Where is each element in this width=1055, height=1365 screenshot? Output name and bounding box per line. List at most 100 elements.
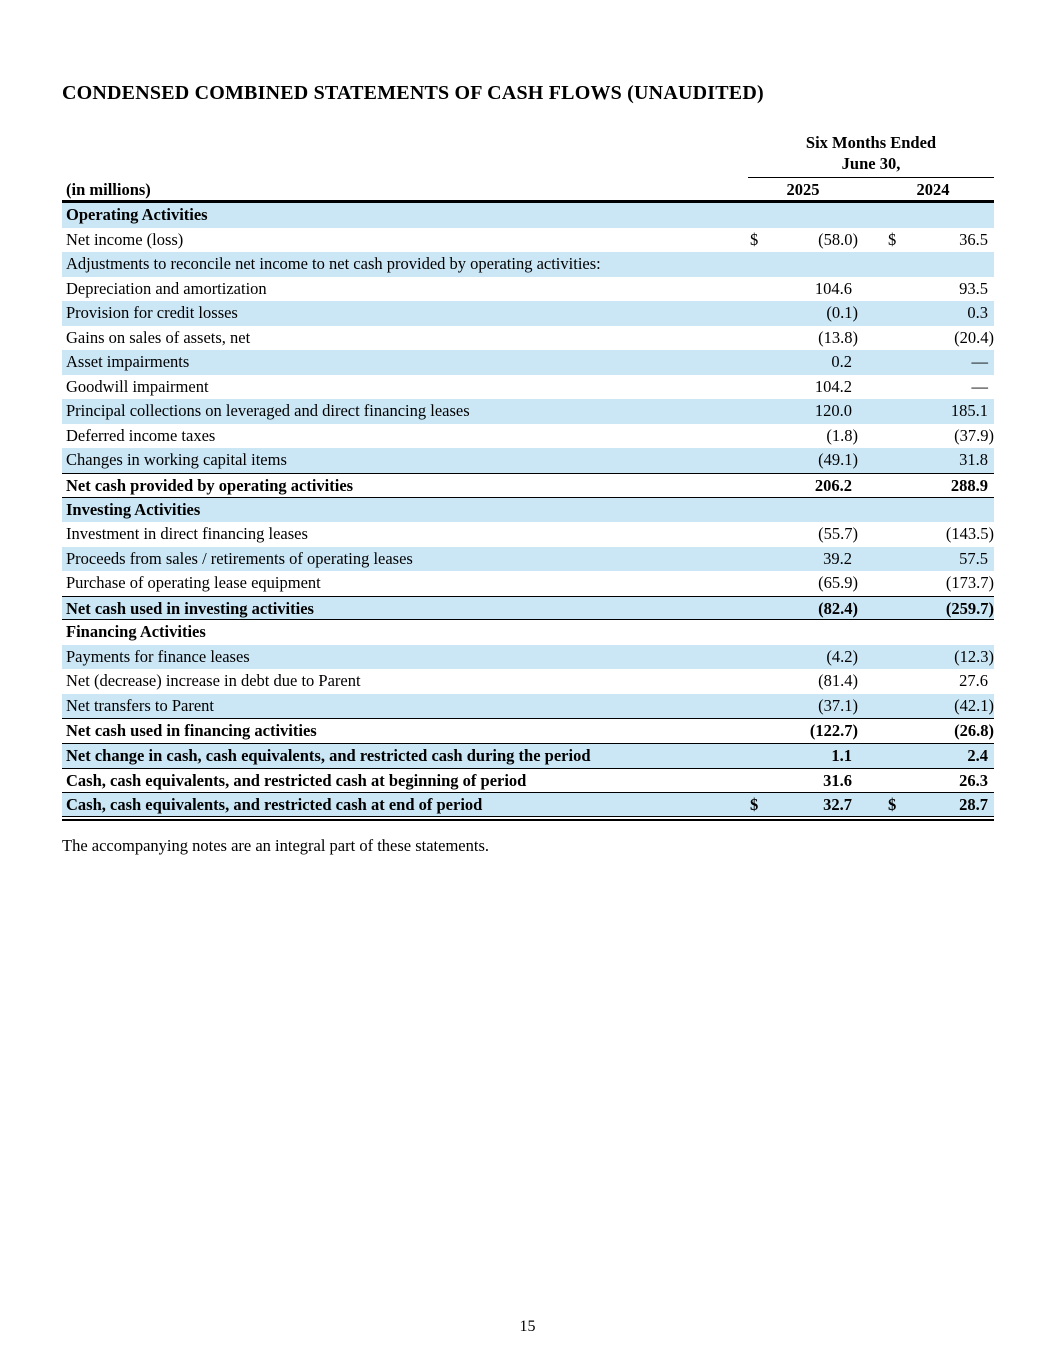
row-values: (1.8) (37.9) (748, 424, 994, 449)
cell-value-2024: (12.3) (872, 645, 994, 670)
row-label: Principal collections on leveraged and d… (66, 401, 470, 421)
cell-value-2025: 1.1 (748, 744, 858, 768)
row-values: (49.1) 31.8 (748, 448, 994, 473)
cell-value-2024: $28.7 (872, 793, 994, 816)
row-values: 1.1 2.4 (748, 744, 994, 768)
cell-value-2024: 26.3 (872, 769, 994, 793)
value-2024: 36.5 (959, 229, 988, 249)
cell-value-2025: (49.1) (748, 448, 858, 473)
value-2024: 27.6 (959, 671, 988, 691)
row-label: Payments for finance leases (66, 646, 250, 666)
dollar-sign (872, 498, 888, 523)
cell-value-2024: — (872, 350, 994, 375)
dollar-sign (872, 547, 888, 572)
table-row: Depreciation and amortization 104.6 93.5 (62, 277, 994, 302)
dollar-sign (872, 522, 888, 547)
row-label: Gains on sales of assets, net (66, 327, 251, 347)
value-2025: 206.2 (814, 476, 852, 496)
value-2025: 0.2 (831, 352, 852, 372)
value-2025: (0.1) (826, 303, 858, 323)
row-values (748, 203, 994, 228)
row-values (748, 620, 994, 645)
cell-value-2024: 27.6 (872, 669, 994, 694)
table-row: Provision for credit losses (0.1) 0.3 (62, 301, 994, 326)
table-row: Payments for finance leases (4.2) (12.3) (62, 644, 994, 670)
cell-value-2025: (13.8) (748, 326, 858, 351)
value-2025: (13.8) (818, 327, 858, 347)
row-label: Net transfers to Parent (66, 695, 214, 715)
value-2024: (173.7) (945, 573, 994, 593)
dollar-sign (872, 597, 888, 620)
cell-value-2024: (20.4) (872, 326, 994, 351)
row-values: $32.7 $28.7 (748, 793, 994, 816)
cell-value-2024: (259.7) (872, 597, 994, 620)
row-values: (65.9) (173.7) (748, 571, 994, 596)
row-label: Changes in working capital items (66, 450, 287, 470)
row-label: Deferred income taxes (66, 425, 216, 445)
dollar-sign (872, 350, 888, 375)
cell-value-2025: 206.2 (748, 474, 858, 497)
table-row: Net cash used in financing activities (12… (62, 718, 994, 743)
value-2025: (82.4) (818, 598, 858, 618)
row-values: (13.8) (20.4) (748, 326, 994, 351)
row-label: Net (decrease) increase in debt due to P… (66, 671, 361, 691)
cell-value-2024 (872, 620, 994, 645)
cell-value-2025: 39.2 (748, 547, 858, 572)
table-row: Investment in direct financing leases (55… (62, 522, 994, 547)
cell-value-2024: — (872, 375, 994, 400)
row-values: (0.1) 0.3 (748, 301, 994, 326)
cell-value-2025: 31.6 (748, 769, 858, 793)
row-values: (37.1) (42.1) (748, 694, 994, 719)
row-values: 206.2 288.9 (748, 474, 994, 497)
value-2024: 31.8 (959, 450, 988, 470)
row-values: 39.2 57.5 (748, 547, 994, 572)
row-values: 104.2 — (748, 375, 994, 400)
value-2024: (143.5) (945, 524, 994, 544)
cell-value-2024: $36.5 (872, 228, 994, 253)
table-row: Operating Activities (62, 203, 994, 228)
row-label: Net cash provided by operating activitie… (66, 476, 354, 496)
cell-value-2024: 0.3 (872, 301, 994, 326)
value-2025: 104.6 (814, 278, 852, 298)
value-2025: 32.7 (823, 795, 852, 815)
table-row: Cash, cash equivalents, and restricted c… (62, 792, 994, 817)
table-row: Financing Activities (62, 620, 994, 645)
page-title: CONDENSED COMBINED STATEMENTS OF CASH FL… (62, 82, 764, 104)
dollar-sign (872, 769, 888, 793)
cell-value-2025: (4.2) (748, 645, 858, 670)
row-values: (82.4) (259.7) (748, 597, 994, 620)
value-2025: 104.2 (814, 376, 852, 396)
value-2024: — (971, 376, 989, 396)
cell-value-2025: (81.4) (748, 669, 858, 694)
value-2024 (888, 620, 994, 645)
value-2025 (750, 203, 858, 228)
table-row: Net cash provided by operating activitie… (62, 473, 994, 498)
cell-value-2024: 93.5 (872, 277, 994, 302)
dollar-sign (872, 399, 888, 424)
table-row: Changes in working capital items (49.1) 31… (62, 448, 994, 474)
row-values: 120.0 185.1 (748, 399, 994, 424)
value-2024: (42.1) (954, 695, 994, 715)
cell-value-2025: 104.2 (748, 375, 858, 400)
cell-value-2025 (748, 252, 858, 277)
value-2024 (888, 203, 994, 228)
row-values: (122.7) (26.8) (748, 719, 994, 743)
row-values (748, 498, 994, 523)
dollar-sign (872, 694, 888, 719)
cell-value-2024: (26.8) (872, 719, 994, 743)
cell-value-2025: $32.7 (748, 793, 858, 816)
row-label: Cash, cash equivalents, and restricted c… (66, 770, 527, 790)
dollar-sign (872, 252, 888, 277)
cell-value-2024: 31.8 (872, 448, 994, 473)
table-row: Deferred income taxes (1.8) (37.9) (62, 424, 994, 449)
table-row: Net (decrease) increase in debt due to P… (62, 669, 994, 694)
row-label: Asset impairments (66, 352, 190, 372)
value-2025: (81.4) (818, 671, 858, 691)
row-label: Proceeds from sales / retirements of ope… (66, 548, 413, 568)
row-values: (55.7) (143.5) (748, 522, 994, 547)
period-header-row-2: June 30, (62, 154, 994, 178)
row-label: Net cash used in investing activities (66, 598, 314, 618)
cash-flow-table: Six Months Ended June 30, (in millions) … (62, 131, 994, 822)
dollar-sign: $ (888, 229, 897, 249)
dollar-sign (872, 719, 888, 743)
